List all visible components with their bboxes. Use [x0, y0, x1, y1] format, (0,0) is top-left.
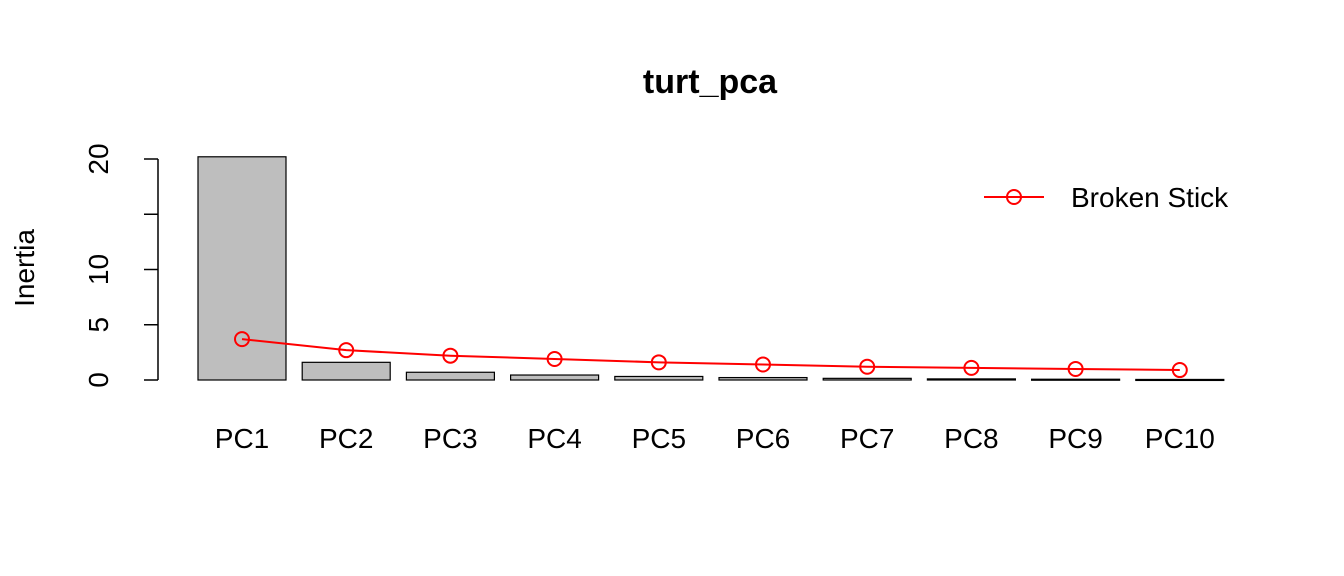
y-axis: 0 5 10 20: [83, 143, 159, 388]
broken-stick-point-pc7: [859, 358, 876, 375]
bar-pc5: [614, 375, 704, 381]
broken-stick-point-pc1: [234, 331, 250, 348]
y-tick-label: 5: [83, 317, 114, 333]
broken-stick-point-pc2: [338, 342, 355, 359]
broken-stick-point-pc4: [546, 351, 563, 368]
legend: Broken Stick: [984, 182, 1229, 213]
x-tick-label: PC9: [1048, 423, 1102, 454]
bar-pc9: [1030, 378, 1121, 381]
legend-marker: [1006, 189, 1022, 205]
broken-stick-point-pc9: [1067, 360, 1084, 377]
chart-title: turt_pca: [643, 63, 778, 101]
bar-pc6: [718, 376, 808, 381]
bar-pc3: [405, 371, 495, 381]
x-tick-label: PC5: [632, 423, 686, 454]
broken-stick-series: [234, 331, 1188, 379]
y-tick-label: 20: [83, 143, 114, 174]
broken-stick-point-pc6: [755, 356, 771, 373]
y-tick-label: 10: [83, 254, 114, 285]
x-tick-label: PC2: [319, 423, 373, 454]
x-tick-label: PC3: [423, 423, 477, 454]
x-tick-label: PC8: [944, 423, 998, 454]
x-tick-label: PC1: [215, 423, 269, 454]
bar-pc10: [1135, 378, 1225, 382]
broken-stick-point-pc10: [1171, 362, 1188, 379]
broken-stick-point-pc5: [650, 354, 667, 371]
x-tick-label: PC10: [1145, 423, 1215, 454]
broken-stick-point-pc3: [442, 347, 459, 364]
bar-pc7: [822, 377, 912, 381]
x-tick-label: PC6: [736, 423, 790, 454]
x-tick-label: PC4: [527, 423, 581, 454]
x-tick-label: PC7: [840, 423, 894, 454]
category-labels: PC1 PC2 PC3 PC4 PC5 PC6 PC7 PC8 PC9 PC10: [215, 423, 1215, 454]
broken-stick-point-pc8: [963, 359, 980, 376]
bar-pc4: [510, 374, 600, 381]
y-axis-label: Inertia: [9, 229, 40, 307]
bar-pc2: [301, 361, 391, 381]
bar-pc8: [926, 378, 1017, 381]
y-tick-label: 0: [83, 372, 114, 388]
legend-label-broken-stick: Broken Stick: [1071, 182, 1229, 213]
broken-stick-line: [241, 338, 1180, 372]
